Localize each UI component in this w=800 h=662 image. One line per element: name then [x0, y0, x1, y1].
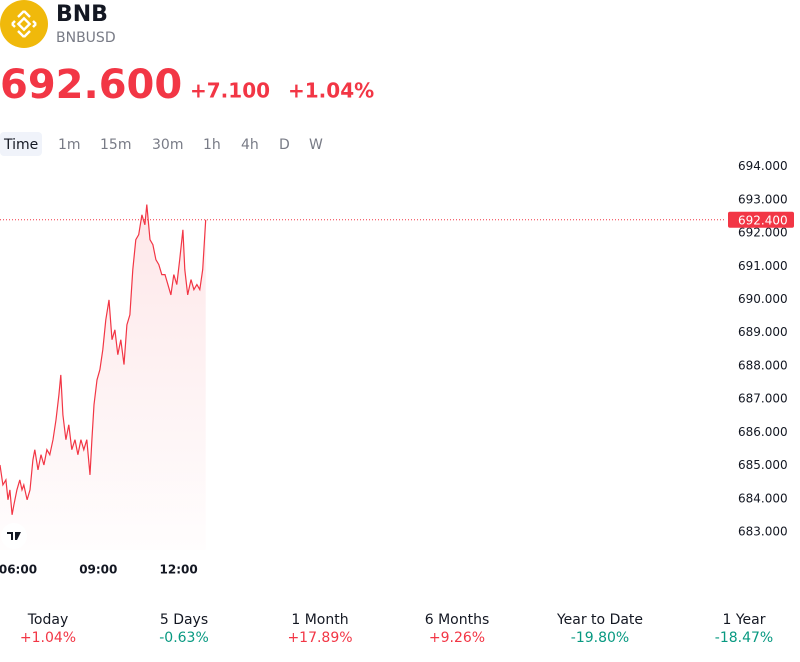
symbol: BNB [56, 2, 108, 27]
logo [0, 0, 48, 48]
period-change[interactable]: -19.80% [571, 630, 629, 646]
y-tick-label: 684.000 [738, 491, 788, 505]
pair: BNBUSD [56, 30, 116, 46]
y-tick-label: 688.000 [738, 358, 788, 372]
period-name[interactable]: Today [27, 612, 69, 628]
interval-bar: Time 1m 15m 30m 1h 4h D W [0, 132, 323, 156]
period-change[interactable]: -0.63% [159, 630, 209, 646]
periods: Today +1.04% 5 Days -0.63% 1 Month +17.89% 6 M… [20, 612, 773, 646]
y-tick-label: 693.000 [738, 192, 788, 206]
interval-button[interactable]: 4h [241, 137, 259, 153]
area [0, 204, 206, 550]
logo-mark [7, 532, 21, 540]
price-line [0, 204, 207, 515]
y-tick-label: 689.000 [738, 325, 788, 339]
interval-active-bg [0, 132, 42, 156]
interval-button[interactable]: Time [3, 137, 38, 153]
y-tick-label: 694.000 [738, 159, 788, 173]
tradingview-logo [1, 523, 27, 549]
period-name[interactable]: 6 Months [425, 612, 490, 628]
interval-button[interactable]: 30m [152, 137, 183, 153]
interval-button[interactable]: D [279, 137, 290, 153]
interval-button[interactable]: 1h [203, 137, 221, 153]
period-change[interactable]: -18.47% [715, 630, 773, 646]
last-price-tag [728, 211, 794, 228]
last-price-label: 692.400 [738, 213, 788, 227]
period-change[interactable]: +17.89% [287, 630, 352, 646]
period-change[interactable]: +9.26% [429, 630, 485, 646]
y-tick-label: 692.000 [738, 226, 788, 240]
logo-bg [1, 523, 27, 549]
change-percent: +1.04% [288, 79, 374, 103]
y-tick-label: 686.000 [738, 425, 788, 439]
interval-button[interactable]: 15m [100, 137, 131, 153]
change: +7.100 [190, 79, 270, 103]
period-name[interactable]: 1 Month [291, 612, 348, 628]
price: 692.600 [0, 62, 182, 108]
y-tick-label: 687.000 [738, 392, 788, 406]
y-tick-label: 690.000 [738, 292, 788, 306]
chart: 683.000 684.000 685.000 686.000 687.000 688.0… [0, 159, 794, 577]
y-tick-label: 685.000 [738, 458, 788, 472]
x-tick-label: 09:00 [79, 563, 117, 577]
period-change[interactable]: +1.04% [20, 630, 76, 646]
x-tick-label: 06:00 [0, 563, 37, 577]
interval-button[interactable]: 1m [58, 137, 81, 153]
period-name[interactable]: Year to Date [556, 612, 643, 628]
y-tick-label: 683.000 [738, 525, 788, 539]
interval-button[interactable]: W [309, 137, 323, 153]
period-name[interactable]: 5 Days [160, 612, 208, 628]
y-tick-label: 691.000 [738, 259, 788, 273]
x-tick-label: 12:00 [160, 563, 198, 577]
period-name[interactable]: 1 Year [723, 612, 766, 628]
